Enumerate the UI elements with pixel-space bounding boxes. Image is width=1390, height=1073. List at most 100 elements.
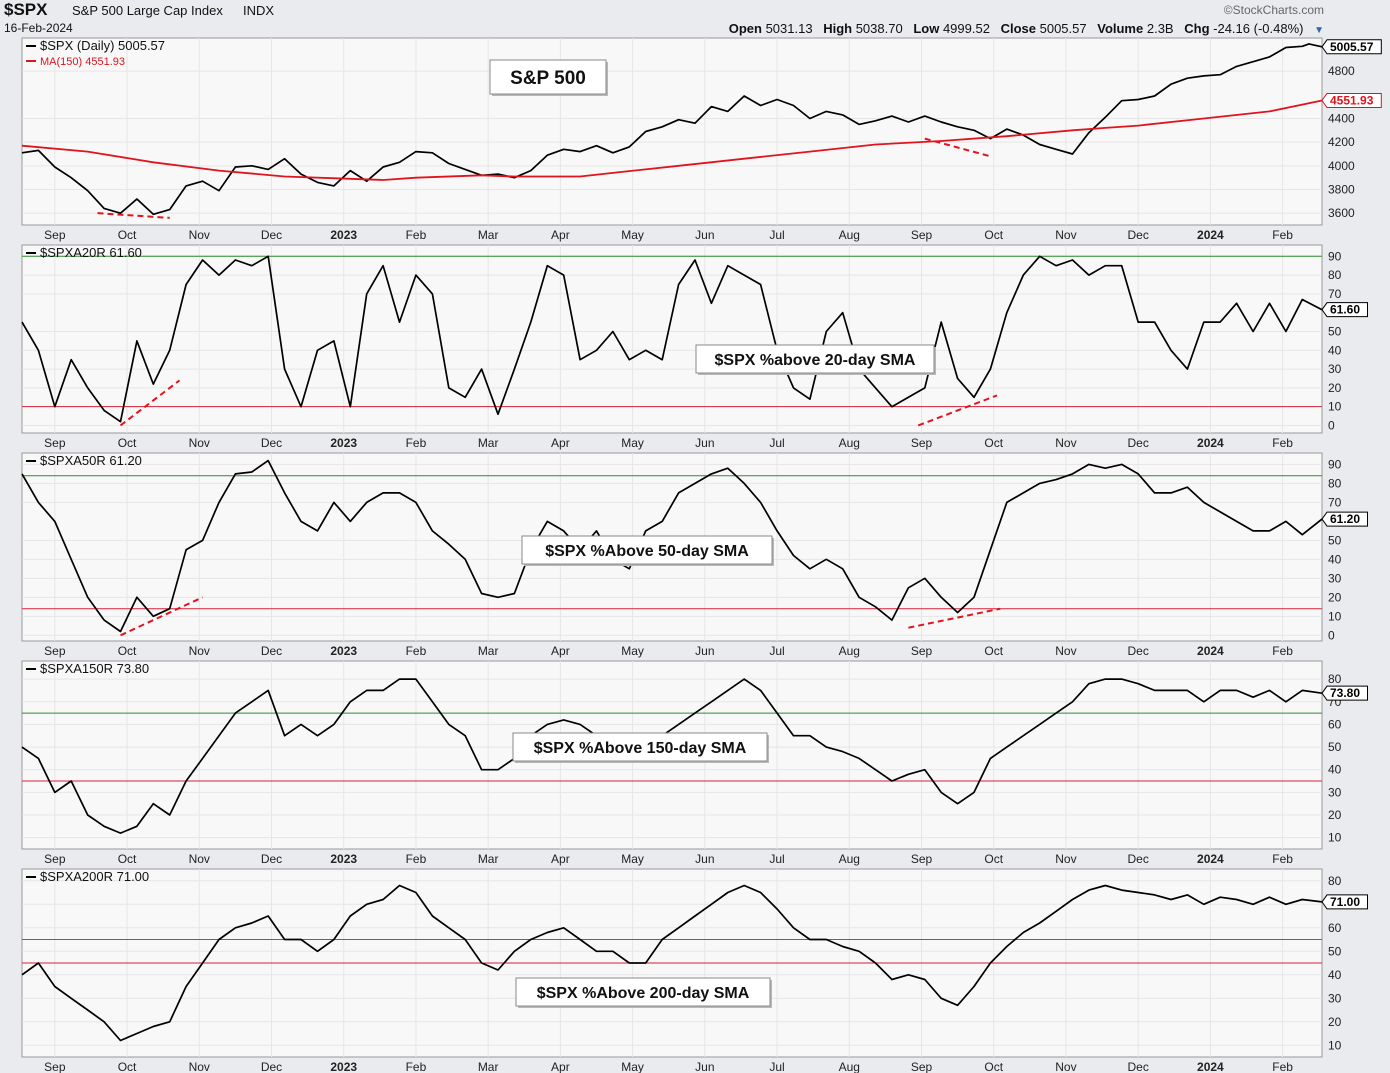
y-tick-label: 10 [1328, 609, 1342, 623]
annotation-box [521, 535, 773, 565]
x-tick-label: Feb [1272, 436, 1293, 450]
x-tick-label: Feb [1272, 644, 1293, 658]
trend-annotation-line [908, 607, 1001, 629]
x-tick-label: 2023 [330, 1060, 357, 1073]
y-tick-label: 30 [1328, 362, 1342, 376]
y-tick-label: 4800 [1328, 64, 1355, 78]
last-value-tag [1321, 894, 1368, 910]
x-tick-label: Apr [551, 228, 570, 242]
y-tick-label: 70 [1328, 495, 1342, 509]
exchange-label: INDX [243, 3, 275, 18]
a200r-panel: 1020304050607080SepOctNovDec2023FebMarAp… [21, 868, 1368, 1073]
x-tick-label: Feb [406, 852, 427, 866]
x-tick-label: Jun [695, 436, 714, 450]
y-tick-label: 70 [1328, 287, 1342, 301]
x-tick-label: Sep [911, 644, 933, 658]
x-tick-label: Jun [695, 228, 714, 242]
x-tick-label: Mar [478, 644, 499, 658]
x-tick-label: Nov [189, 228, 210, 242]
x-tick-label: Oct [118, 1060, 137, 1073]
spx-panel: 3600 3800 4000 4200 4400 4800 Sep Oct Nov Dec 2023… [21, 37, 1382, 242]
x-tick-label: Aug [839, 852, 860, 866]
y-tick-label: 40 [1328, 763, 1342, 777]
x-tick-label: Jul [769, 644, 784, 658]
low-value: 4999.52 [942, 21, 990, 36]
x-tick-label: Dec [261, 852, 282, 866]
x-tick-label: Oct [118, 436, 137, 450]
y-tick-label: 10 [1328, 831, 1342, 845]
close-label: Close [1000, 21, 1036, 36]
x-tick-label: Nov [189, 852, 210, 866]
trend-annotation-line [924, 137, 991, 158]
x-tick-label: Oct [984, 852, 1003, 866]
x-tick-label: Dec [1127, 852, 1148, 866]
trend-annotation-line [97, 212, 170, 219]
x-tick-label: Aug [839, 1060, 860, 1073]
high-value: 5038.70 [855, 21, 903, 36]
x-tick-label: Feb [1272, 852, 1293, 866]
x-tick-label: May [621, 1060, 644, 1073]
y-tick-label: 4400 [1328, 111, 1355, 125]
y-tick-label: 40 [1328, 343, 1342, 357]
x-tick-label: Sep [911, 1060, 933, 1073]
y-tick-label: 0 [1328, 628, 1335, 642]
chart-date: 16-Feb-2024 [4, 21, 73, 35]
last-value-label: 4551.93 [1330, 93, 1374, 107]
y-tick-label: 0 [1328, 418, 1335, 432]
annotation-box [515, 977, 771, 1007]
x-tick-label: 2024 [1197, 852, 1224, 866]
x-tick-label: Jun [695, 852, 714, 866]
high-label: High [823, 21, 853, 36]
x-tick-label: Jul [769, 228, 784, 242]
x-tick-label: May [621, 436, 644, 450]
x-tick-label: Dec [261, 644, 282, 658]
annotation-box [512, 732, 768, 762]
y-tick-label: 80 [1328, 874, 1342, 888]
x-tick-label: Jul [769, 852, 784, 866]
x-tick-label: Oct [118, 644, 137, 658]
x-tick-label: Jul [769, 436, 784, 450]
annotation-box [695, 344, 935, 374]
x-tick-label: May [621, 644, 644, 658]
y-tick-label: 80 [1328, 672, 1342, 686]
annotation-label: $SPX %Above 150-day SMA [534, 740, 747, 757]
last-value-label: 71.00 [1330, 895, 1360, 909]
y-tick-label: 80 [1328, 268, 1342, 282]
x-tick-label: Nov [189, 436, 210, 450]
x-tick-label: Sep [44, 1060, 66, 1073]
x-tick-label: Oct [118, 228, 137, 242]
y-tick-label: 50 [1328, 533, 1342, 547]
chevron-down-icon[interactable]: ▼ [1314, 25, 1324, 36]
y-tick-label: 20 [1328, 808, 1342, 822]
last-value-tag [1321, 302, 1368, 318]
y-tick-label: 20 [1328, 1015, 1342, 1029]
y-tick-label: 30 [1328, 571, 1342, 585]
x-tick-label: Dec [261, 1060, 282, 1073]
x-tick-label: Jun [695, 644, 714, 658]
series-line-a200r [21, 884, 1323, 1042]
y-tick-label: 3600 [1328, 206, 1355, 220]
trend-annotation-line [119, 379, 181, 427]
x-tick-label: Nov [1055, 644, 1076, 658]
x-tick-label: 2024 [1197, 436, 1224, 450]
y-tick-label: 4200 [1328, 135, 1355, 149]
ohlc-readout: Open 5031.13 High 5038.70 Low 4999.52 Cl… [729, 21, 1324, 36]
index-name: S&P 500 Large Cap Index [72, 3, 223, 18]
legend-entry: $SPXA200R 71.00 [40, 869, 149, 884]
y-tick-label: 50 [1328, 740, 1342, 754]
chg-value: -24.16 (-0.48%) [1213, 21, 1304, 36]
last-value-tag [1321, 92, 1382, 108]
annotation-label: S&P 500 [510, 68, 586, 89]
y-tick-label: 50 [1328, 944, 1342, 958]
x-tick-label: Sep [44, 852, 66, 866]
y-tick-label: 80 [1328, 476, 1342, 490]
volume-value: 2.3B [1146, 21, 1174, 36]
y-tick-label: 60 [1328, 921, 1342, 935]
brand-label[interactable]: ©StockCharts.com [1223, 3, 1324, 17]
x-tick-label: Dec [261, 436, 282, 450]
x-tick-label: Dec [1127, 228, 1148, 242]
x-tick-label: Oct [118, 852, 137, 866]
x-tick-label: 2023 [330, 852, 357, 866]
y-tick-label: 4000 [1328, 159, 1355, 173]
